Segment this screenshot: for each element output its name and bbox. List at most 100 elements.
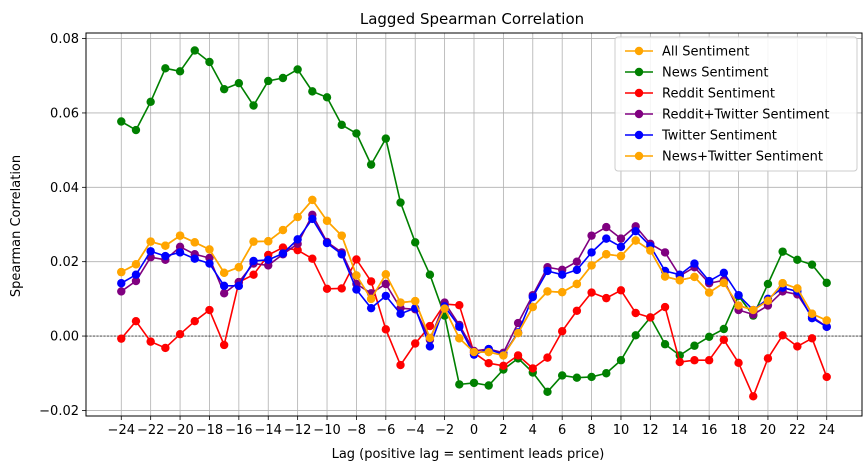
data-point <box>411 339 420 348</box>
data-point <box>675 276 684 285</box>
data-point <box>117 117 126 126</box>
data-point <box>631 226 640 236</box>
data-point <box>660 272 670 281</box>
data-point <box>631 236 640 245</box>
data-point <box>822 278 831 288</box>
tick-layer: −24 −22 −20 −18 −16 −14 −12 −10 −8 −6 −4 −2 0 2 4 6 8 10 1… <box>39 32 835 438</box>
data-point <box>513 351 523 360</box>
data-point <box>513 318 523 328</box>
data-point <box>469 378 479 388</box>
data-point <box>734 358 743 368</box>
data-point <box>616 286 626 295</box>
data-point <box>396 198 405 207</box>
data-point <box>646 313 655 322</box>
legend-label: News+Twitter Sentiment <box>662 150 823 165</box>
x-tick-label: −20 <box>166 423 193 438</box>
data-point <box>616 242 626 252</box>
data-point <box>602 222 611 232</box>
data-point <box>528 364 537 373</box>
data-point <box>161 241 170 250</box>
data-point <box>587 261 596 270</box>
data-point <box>411 238 420 247</box>
data-point <box>190 254 199 263</box>
data-point <box>396 298 405 307</box>
data-point <box>366 294 376 304</box>
data-point <box>734 290 743 300</box>
x-tick-label: 8 <box>587 423 595 438</box>
legend-marker <box>634 109 644 119</box>
data-point <box>499 351 508 360</box>
y-tick-label: 0.06 <box>50 106 79 121</box>
data-point <box>822 322 831 331</box>
data-point <box>190 316 199 326</box>
data-point <box>278 73 288 83</box>
data-point <box>572 279 582 289</box>
data-point <box>278 249 288 258</box>
data-point <box>175 248 185 257</box>
data-point <box>543 353 552 362</box>
chart-title: Lagged Spearman Correlation <box>360 10 584 28</box>
data-point <box>660 302 670 312</box>
data-point <box>646 246 655 255</box>
y-tick-label: 0.02 <box>50 255 79 270</box>
y-tick-label: 0.08 <box>50 32 79 47</box>
data-point <box>675 357 684 367</box>
data-point <box>352 255 361 264</box>
data-point <box>131 270 141 279</box>
data-point <box>528 302 537 312</box>
data-point <box>117 334 126 343</box>
y-tick-label: −0.02 <box>39 404 79 419</box>
data-point <box>381 279 391 289</box>
data-point <box>557 287 567 297</box>
legend-label: Reddit Sentiment <box>662 87 775 102</box>
data-point <box>616 356 626 365</box>
legend-entry: All Sentiment <box>625 45 749 60</box>
data-point <box>117 267 126 277</box>
data-point <box>249 101 258 110</box>
data-point <box>146 337 155 346</box>
legend-marker <box>634 46 644 56</box>
data-point <box>278 225 288 235</box>
x-tick-label: 18 <box>730 423 747 438</box>
data-point <box>734 301 743 310</box>
x-tick-label: 16 <box>701 423 718 438</box>
data-point <box>322 93 332 102</box>
data-point <box>205 245 214 254</box>
data-point <box>587 372 596 382</box>
x-tick-label: 12 <box>642 423 659 438</box>
data-point <box>587 248 596 257</box>
data-point <box>455 334 464 343</box>
data-point <box>425 333 435 343</box>
data-point <box>572 265 582 275</box>
x-tick-label: −10 <box>313 423 340 438</box>
data-point <box>381 270 391 279</box>
x-tick-label: −18 <box>196 423 223 438</box>
legend-entry: News Sentiment <box>625 66 768 81</box>
data-point <box>264 237 273 246</box>
data-point <box>190 238 199 247</box>
data-point <box>763 279 773 289</box>
data-point <box>484 358 493 368</box>
data-point <box>616 251 626 261</box>
data-point <box>543 387 552 397</box>
series-2 <box>117 46 831 397</box>
data-point <box>719 335 729 344</box>
data-point <box>822 372 831 382</box>
legend-entry: Reddit+Twitter Sentiment <box>625 108 829 123</box>
data-point <box>161 343 170 353</box>
data-point <box>631 331 640 340</box>
data-point <box>484 381 493 390</box>
legend: All Sentiment News Sentiment Reddit Sentim… <box>614 36 858 172</box>
series-5 <box>117 214 831 359</box>
data-point <box>131 125 141 135</box>
data-point <box>719 278 729 288</box>
data-point <box>381 291 391 301</box>
data-point <box>264 76 273 86</box>
data-point <box>425 321 435 331</box>
data-point <box>205 259 214 268</box>
data-point <box>205 305 214 315</box>
data-point <box>660 248 670 257</box>
data-point <box>499 361 508 371</box>
data-point <box>763 354 773 363</box>
